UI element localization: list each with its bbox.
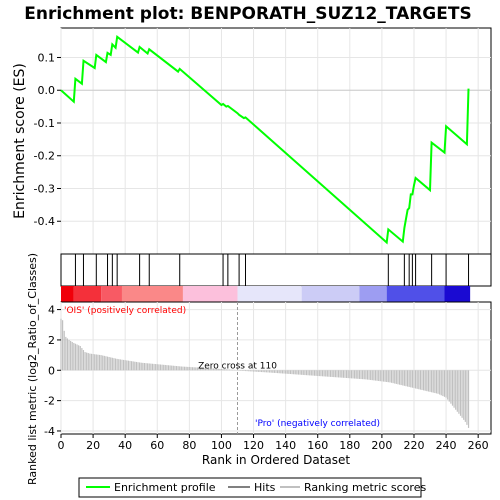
x-tick-label: 140 — [275, 439, 296, 452]
x-tick-label: 220 — [403, 439, 424, 452]
color-bar-segments — [61, 286, 471, 302]
es-y-tick-label: 0.1 — [38, 51, 56, 64]
hits-panel-frame — [60, 253, 492, 287]
chart-title: Enrichment plot: BENPORATH_SUZ12_TARGETS — [24, 4, 471, 24]
x-tick-label: 20 — [86, 439, 100, 452]
es-y-axis: 0.1 0.0 -0.1 -0.2 -0.3 -0.4 — [34, 51, 61, 228]
metric-y-axis-label: Ranked list metric (log2_Ratio_of_Classe… — [26, 253, 39, 485]
x-tick-label: 260 — [468, 439, 489, 452]
color-bar-segment — [73, 286, 102, 302]
positive-correlation-label: 'OIS' (positively correlated) — [64, 306, 186, 316]
metric-y-tick-label: 0 — [48, 364, 55, 377]
metric-panel: 420-2-4 Zero cross at 110 'OIS' (positiv… — [26, 253, 492, 485]
x-axis-label: Rank in Ordered Dataset — [202, 453, 350, 467]
legend-label-ranking: Ranking metric scores — [304, 481, 426, 494]
es-panel: 0.1 0.0 -0.1 -0.2 -0.3 -0.4 Enrichment score … — [12, 27, 492, 255]
color-bar-segment — [61, 286, 74, 302]
legend-label-hits: Hits — [254, 481, 276, 494]
x-tick-label: 60 — [150, 439, 164, 452]
metric-y-tick-label: 2 — [48, 334, 55, 347]
es-gridlines — [60, 28, 491, 254]
legend: Enrichment profile Hits Ranking metric s… — [78, 477, 426, 498]
es-y-tick-label: -0.3 — [34, 182, 55, 195]
es-y-tick-label: -0.2 — [34, 150, 55, 163]
hits-panel — [60, 253, 492, 287]
es-y-tick-label: -0.4 — [34, 215, 55, 228]
color-bar-segment — [101, 286, 122, 302]
x-tick-label: 0 — [58, 439, 65, 452]
color-bar-segment — [121, 286, 183, 302]
x-tick-label: 100 — [211, 439, 232, 452]
x-tick-label: 240 — [436, 439, 457, 452]
metric-y-axis: 4 2 0 -2 -4 — [44, 304, 61, 438]
color-bar-segment — [237, 286, 302, 302]
color-bar-segment — [182, 286, 238, 302]
metric-y-tick-label: -4 — [44, 425, 55, 438]
color-bar-segment — [301, 286, 360, 302]
negative-correlation-label: 'Pro' (negatively correlated) — [255, 419, 380, 429]
legend-label-enrichment: Enrichment profile — [114, 481, 216, 494]
color-bar-segment — [359, 286, 387, 302]
es-y-tick-label: -0.1 — [34, 117, 55, 130]
color-bar-segment — [444, 286, 471, 302]
es-y-tick-label: 0.0 — [38, 84, 56, 97]
x-tick-label: 180 — [339, 439, 360, 452]
es-panel-frame — [60, 27, 492, 255]
x-tick-label: 80 — [182, 439, 196, 452]
metric-y-tick-label: -2 — [44, 395, 55, 408]
zero-cross-label: Zero cross at 110 — [198, 361, 277, 371]
enrichment-profile-line — [60, 34, 470, 245]
x-tick-label: 160 — [307, 439, 328, 452]
metric-y-tick-label: 4 — [48, 304, 55, 317]
x-tick-label: 40 — [118, 439, 132, 452]
es-y-axis-label: Enrichment score (ES) — [12, 63, 28, 219]
color-bar-segment — [386, 286, 445, 302]
hits-marks — [74, 254, 470, 286]
x-axis: 0 20 40 60 80 100 120 140 160 180 200 220 240 260 — [58, 434, 489, 452]
ranking-metric-bars — [60, 318, 470, 428]
x-tick-label: 200 — [371, 439, 392, 452]
x-tick-label: 120 — [243, 439, 264, 452]
rank-color-bar — [61, 286, 471, 302]
